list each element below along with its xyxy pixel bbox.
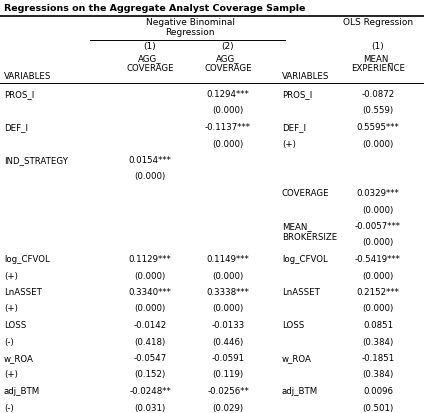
Text: (+): (+): [4, 304, 18, 313]
Text: w_ROA: w_ROA: [282, 354, 312, 363]
Text: -0.0248**: -0.0248**: [129, 387, 171, 396]
Text: LOSS: LOSS: [282, 321, 304, 330]
Text: (0.000): (0.000): [363, 304, 393, 313]
Text: Regressions on the Aggregate Analyst Coverage Sample: Regressions on the Aggregate Analyst Cov…: [4, 4, 305, 13]
Text: PROS_I: PROS_I: [282, 90, 312, 99]
Text: (0.000): (0.000): [212, 107, 244, 116]
Text: (0.446): (0.446): [212, 337, 244, 347]
Text: (1): (1): [144, 42, 156, 51]
Text: (-): (-): [4, 404, 14, 413]
Text: 0.1294***: 0.1294***: [206, 90, 249, 99]
Text: (-): (-): [4, 337, 14, 347]
Text: PROS_I: PROS_I: [4, 90, 34, 99]
Text: (+): (+): [282, 140, 296, 149]
Text: (+): (+): [4, 370, 18, 380]
Text: Negative Binominal
Regression: Negative Binominal Regression: [145, 18, 234, 38]
Text: (0.000): (0.000): [134, 173, 166, 181]
Text: -0.1851: -0.1851: [361, 354, 395, 363]
Text: IND_STRATEGY: IND_STRATEGY: [4, 156, 68, 165]
Text: LnASSET: LnASSET: [4, 288, 42, 297]
Text: (0.000): (0.000): [212, 140, 244, 149]
Text: (2): (2): [222, 42, 234, 51]
Text: -0.0591: -0.0591: [212, 354, 245, 363]
Text: AGG_
COVERAGE: AGG_ COVERAGE: [204, 54, 252, 74]
Text: (0.384): (0.384): [363, 337, 393, 347]
Text: (0.000): (0.000): [134, 271, 166, 280]
Text: (0.418): (0.418): [134, 337, 166, 347]
Text: (0.119): (0.119): [212, 370, 243, 380]
Text: MEAN_
BROKERSIZE: MEAN_ BROKERSIZE: [282, 222, 337, 242]
Text: (0.000): (0.000): [363, 140, 393, 149]
Text: -0.0256**: -0.0256**: [207, 387, 249, 396]
Text: (0.000): (0.000): [363, 238, 393, 247]
Text: COVERAGE: COVERAGE: [282, 189, 329, 198]
Text: log_CFVOL: log_CFVOL: [4, 255, 50, 264]
Text: (0.000): (0.000): [212, 304, 244, 313]
Text: adj_BTM: adj_BTM: [282, 387, 318, 396]
Text: -0.0547: -0.0547: [134, 354, 167, 363]
Text: -0.0872: -0.0872: [361, 90, 395, 99]
Text: w_ROA: w_ROA: [4, 354, 34, 363]
Text: (0.000): (0.000): [212, 271, 244, 280]
Text: 0.0329***: 0.0329***: [357, 189, 399, 198]
Text: -0.0057***: -0.0057***: [355, 222, 401, 231]
Text: (0.559): (0.559): [363, 107, 393, 116]
Text: -0.0133: -0.0133: [212, 321, 245, 330]
Text: -0.5419***: -0.5419***: [355, 255, 401, 264]
Text: (0.384): (0.384): [363, 370, 393, 380]
Text: adj_BTM: adj_BTM: [4, 387, 40, 396]
Text: (1): (1): [371, 42, 385, 51]
Text: 0.3338***: 0.3338***: [206, 288, 249, 297]
Text: VARIABLES: VARIABLES: [4, 72, 51, 81]
Text: (0.031): (0.031): [134, 404, 166, 413]
Text: (0.029): (0.029): [212, 404, 243, 413]
Text: 0.1129***: 0.1129***: [128, 255, 171, 264]
Text: 0.5595***: 0.5595***: [357, 123, 399, 132]
Text: 0.1149***: 0.1149***: [206, 255, 249, 264]
Text: 0.0096: 0.0096: [363, 387, 393, 396]
Text: OLS Regression: OLS Regression: [343, 18, 413, 27]
Text: LnASSET: LnASSET: [282, 288, 320, 297]
Text: MEAN_
EXPERIENCE: MEAN_ EXPERIENCE: [351, 54, 405, 74]
Text: 0.3340***: 0.3340***: [128, 288, 171, 297]
Text: -0.1137***: -0.1137***: [205, 123, 251, 132]
Text: (0.000): (0.000): [363, 271, 393, 280]
Text: 0.2152***: 0.2152***: [357, 288, 399, 297]
Text: (0.000): (0.000): [363, 206, 393, 214]
Text: VARIABLES: VARIABLES: [282, 72, 329, 81]
Text: log_CFVOL: log_CFVOL: [282, 255, 328, 264]
Text: (+): (+): [4, 271, 18, 280]
Text: DEF_I: DEF_I: [282, 123, 306, 132]
Text: (0.501): (0.501): [363, 404, 393, 413]
Text: DEF_I: DEF_I: [4, 123, 28, 132]
Text: (0.152): (0.152): [134, 370, 166, 380]
Text: LOSS: LOSS: [4, 321, 26, 330]
Text: AGG_
COVERAGE: AGG_ COVERAGE: [126, 54, 174, 74]
Text: (0.000): (0.000): [134, 304, 166, 313]
Text: -0.0142: -0.0142: [134, 321, 167, 330]
Text: 0.0154***: 0.0154***: [128, 156, 171, 165]
Text: 0.0851: 0.0851: [363, 321, 393, 330]
